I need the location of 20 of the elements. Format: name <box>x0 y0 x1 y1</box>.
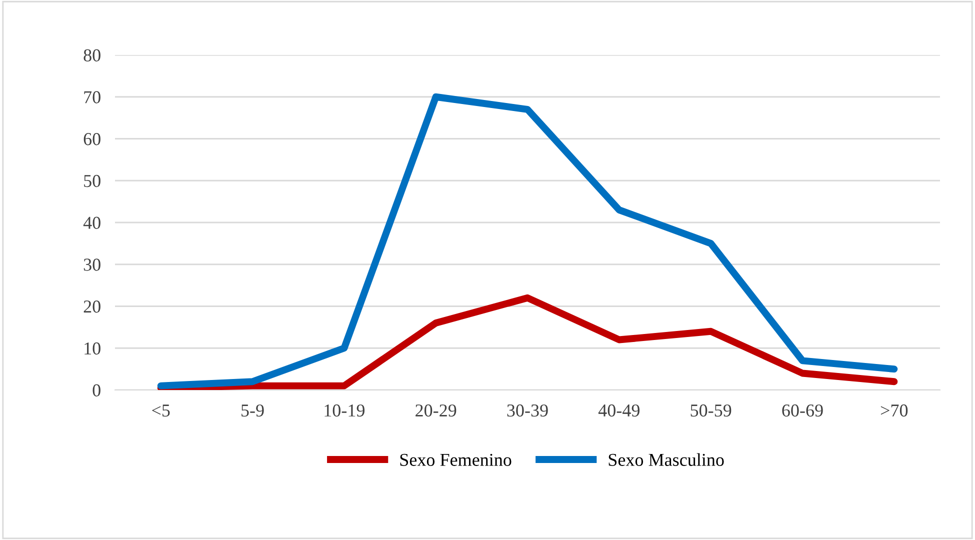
y-tick-label: 80 <box>84 49 100 62</box>
x-tick-label: <5 <box>152 404 170 417</box>
y-tick-label: 30 <box>84 258 100 271</box>
legend-label: Sexo Masculino <box>608 453 724 466</box>
y-tick-label: 40 <box>83 216 100 229</box>
x-tick-label: >70 <box>880 404 908 417</box>
x-tick-label: 60-69 <box>782 404 823 417</box>
y-tick-label: 60 <box>84 133 100 146</box>
legend-label: Sexo Femenino <box>400 454 512 466</box>
x-tick-label: 40-49 <box>598 404 640 417</box>
x-tick-label: 10-19 <box>324 404 364 417</box>
x-tick-label: 30-39 <box>507 404 548 417</box>
y-tick-label: 70 <box>84 91 100 104</box>
x-tick-label: 20-29 <box>416 404 456 417</box>
x-tick-label: 50-59 <box>690 404 732 417</box>
y-tick-label: 20 <box>84 300 100 313</box>
y-tick-label: 0 <box>92 384 100 396</box>
y-tick-label: 10 <box>84 342 100 355</box>
y-tick-label: 50 <box>84 174 100 188</box>
x-tick-label: 5-9 <box>242 404 264 417</box>
